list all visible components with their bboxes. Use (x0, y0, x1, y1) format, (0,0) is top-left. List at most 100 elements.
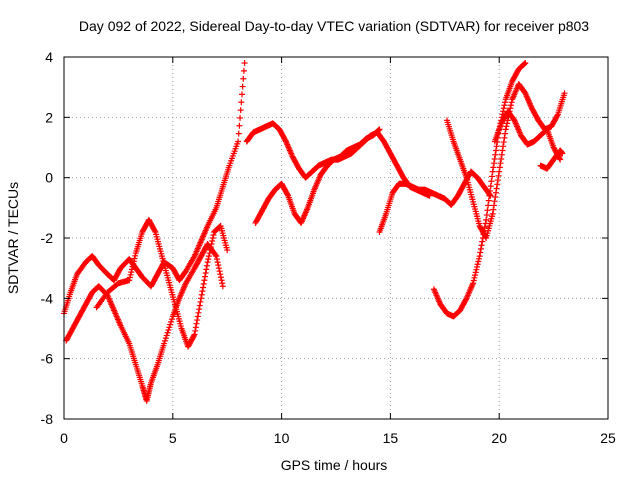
data-point-interp (239, 83, 246, 90)
data-point (235, 138, 242, 145)
data-point-interp (500, 143, 507, 150)
series-track-3 (93, 216, 231, 350)
series-track-1 (61, 60, 248, 317)
data-point-interp (201, 277, 208, 284)
data-point-interp (556, 155, 563, 162)
data-point-interp (200, 280, 207, 287)
data-point-interp (130, 258, 137, 265)
data-point-interp (129, 263, 136, 270)
data-point (483, 216, 490, 223)
data-point-interp (554, 112, 561, 119)
data-point-interp (492, 193, 499, 200)
series-track-5 (252, 126, 383, 226)
data-point (476, 253, 483, 260)
data-point-interp (214, 259, 221, 266)
data-point-interp (207, 244, 214, 251)
data-point-interp (473, 266, 480, 273)
data-point-interp (495, 172, 502, 179)
data-point-interp (491, 198, 498, 205)
data-point-interp (132, 252, 139, 259)
data-point-interp (471, 274, 478, 281)
data-point (191, 331, 198, 338)
y-tick-label: 4 (45, 49, 53, 65)
data-point-interp (215, 262, 222, 269)
data-point-interp (167, 321, 174, 328)
data-point-interp (219, 280, 226, 287)
data-point-interp (479, 238, 486, 245)
data-point-interp (543, 127, 550, 134)
data-point-interp (487, 183, 494, 190)
data-point (489, 210, 496, 217)
data-point-interp (490, 160, 497, 167)
data-point-interp (477, 249, 484, 256)
y-tick-label: 2 (45, 109, 53, 125)
x-tick-label: 20 (491, 430, 507, 446)
data-point-interp (490, 206, 497, 213)
data-point-interp (199, 288, 206, 295)
data-point-interp (375, 127, 382, 134)
y-tick-label: -4 (41, 290, 54, 306)
y-axis-title: SDTVAR / TECUs (5, 182, 21, 294)
data-point (204, 259, 211, 266)
data-point-interp (484, 207, 491, 214)
grid (64, 57, 608, 419)
data-point-interp (504, 117, 511, 124)
data-point-interp (486, 192, 493, 199)
data-point-interp (151, 227, 158, 234)
data-point-interp (190, 332, 197, 339)
series-track-6 (376, 168, 494, 235)
y-tick-label: -8 (41, 411, 54, 427)
data-point-interp (168, 318, 175, 325)
data-point-interp (213, 256, 220, 263)
data-point (224, 247, 231, 254)
data-point-interp (164, 329, 171, 336)
data-point (522, 60, 529, 67)
data-point (241, 60, 248, 67)
y-tick-label: 0 (45, 170, 53, 186)
data-point-interp (205, 253, 212, 260)
data-point-interp (168, 316, 175, 323)
data-point-interp (127, 271, 134, 278)
data-point-interp (215, 265, 222, 272)
data-point-interp (490, 202, 497, 209)
data-point-interp (485, 202, 492, 209)
data-point-interp (237, 107, 244, 114)
data-point-interp (502, 130, 509, 137)
data-point-interp (501, 102, 508, 109)
data-point-interp (462, 296, 469, 303)
data-point (559, 150, 566, 157)
series-track-2 (63, 241, 226, 404)
data-point-interp (478, 242, 485, 249)
axis-ticks: 0 5 10 15 20 25 -8 -6 -4 -2 0 2 4 (41, 49, 616, 446)
data-point-interp (496, 164, 503, 171)
data-point-interp (477, 245, 484, 252)
series-track-10 (537, 147, 566, 172)
x-axis-title: GPS time / hours (281, 457, 388, 473)
data-point-interp (209, 238, 216, 245)
data-point-interp (493, 143, 500, 150)
data-point (557, 156, 564, 163)
data-point-interp (216, 268, 223, 275)
data-point-interp (474, 261, 481, 268)
data-point (496, 168, 503, 175)
data-point-interp (507, 102, 514, 109)
data-point (126, 277, 133, 284)
data-point-interp (501, 134, 508, 141)
data-point-interp (205, 256, 212, 263)
data-point-interp (489, 173, 496, 180)
y-tick-label: -2 (41, 230, 54, 246)
data-point-interp (472, 272, 479, 279)
data-point-interp (194, 317, 201, 324)
data-point-interp (494, 181, 501, 188)
data-point-interp (487, 187, 494, 194)
data-point (489, 168, 496, 175)
data-point (470, 280, 477, 287)
chart-title: Day 092 of 2022, Sidereal Day-to-day VTE… (79, 18, 589, 34)
data-point-interp (475, 258, 482, 265)
data-point-interp (521, 60, 528, 67)
data-point-interp (482, 233, 489, 240)
data-point-interp (494, 177, 501, 184)
data-point (376, 126, 383, 133)
data-point-interp (499, 147, 506, 154)
